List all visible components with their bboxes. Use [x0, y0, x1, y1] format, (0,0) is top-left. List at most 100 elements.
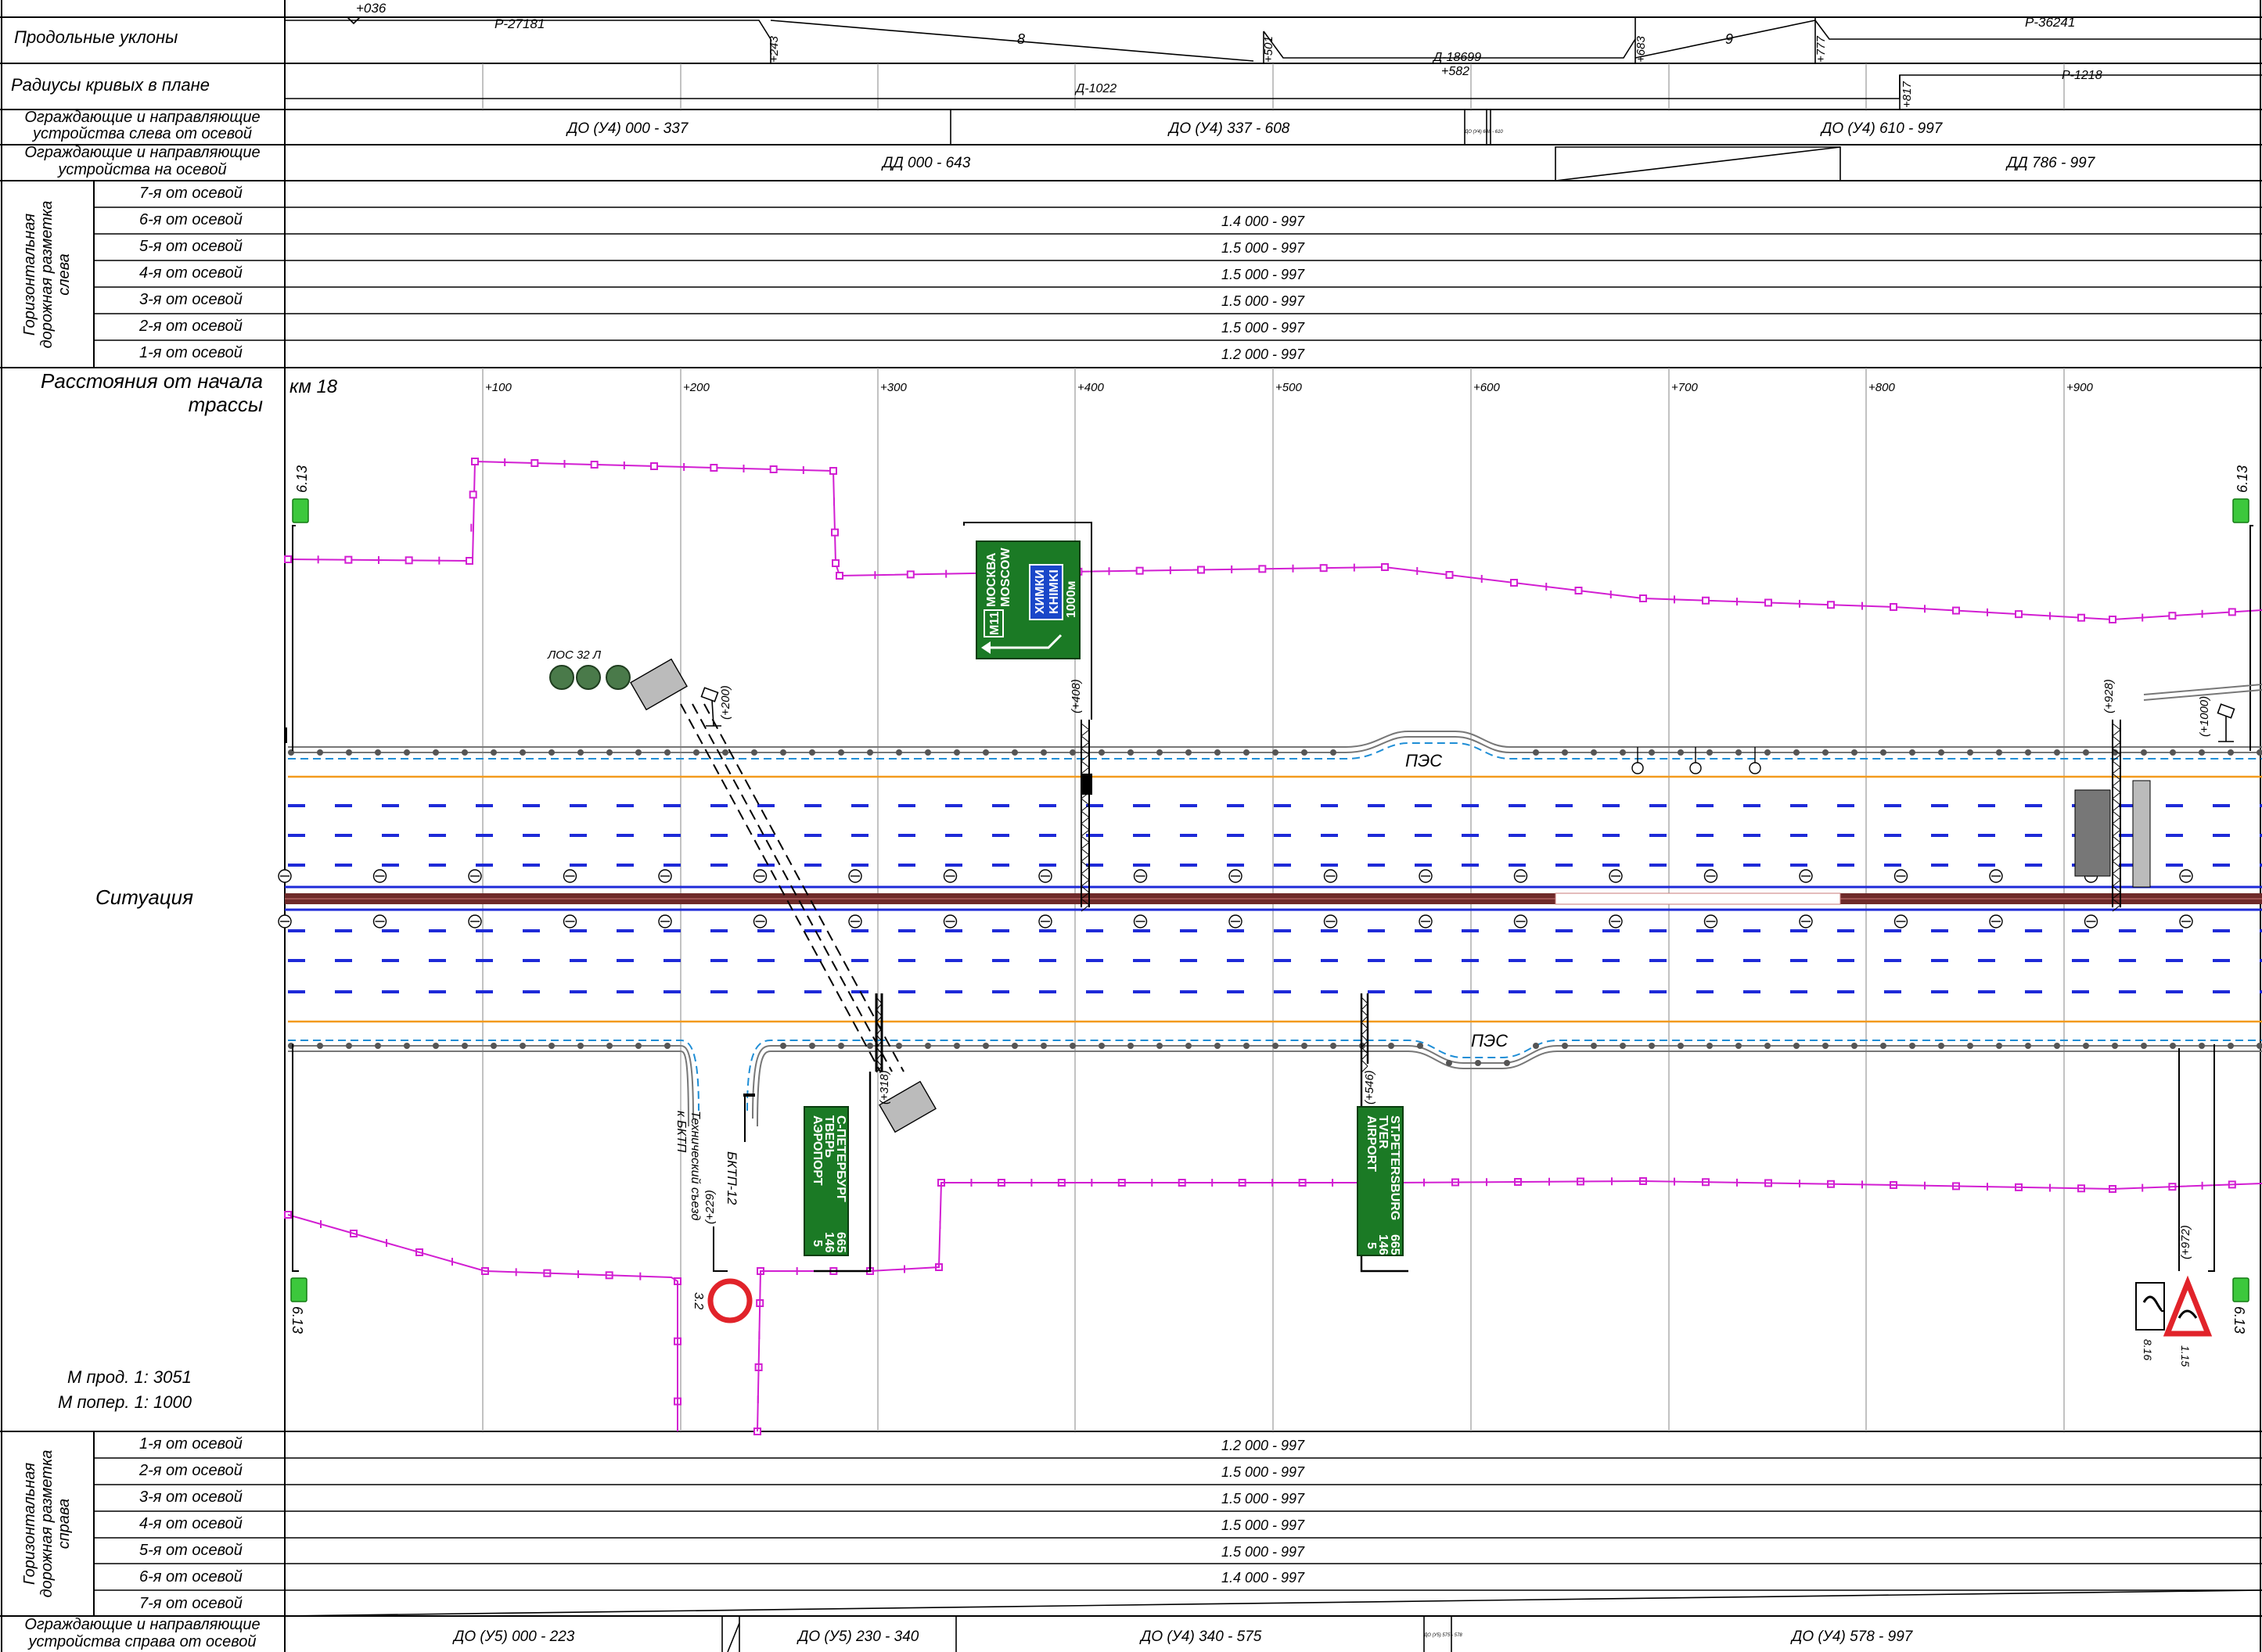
- truss-strut: [1081, 785, 1090, 793]
- marking-right-2: 1.5 000 - 997: [1221, 1464, 1305, 1480]
- fence-node: [1197, 566, 1205, 574]
- lane-dash: [1039, 834, 1056, 837]
- lane-dash: [382, 804, 399, 807]
- barrier-post: [2228, 1043, 2234, 1049]
- fence-node: [1258, 565, 1267, 573]
- lane-dash: [757, 929, 775, 932]
- lane-right-6: 6-я от осевой: [139, 1568, 243, 1586]
- lane-dash: [1415, 834, 1432, 837]
- barrier-post: [1272, 1043, 1278, 1049]
- truss-strut: [2112, 729, 2121, 737]
- truss-strut: [2112, 817, 2121, 824]
- lane-dash: [1039, 864, 1056, 867]
- fence-node: [1764, 598, 1772, 607]
- truss-strut: [2112, 879, 2121, 887]
- lane-dash: [1884, 929, 1901, 932]
- truss-strut: [2112, 785, 2121, 793]
- lane-dash: [288, 834, 305, 837]
- sign-south-ru-d1: 5: [811, 1240, 824, 1247]
- truss-strut: [2112, 842, 2121, 849]
- lane-dash: [945, 990, 962, 993]
- barrier-post: [404, 749, 410, 756]
- barrier-post: [1243, 1043, 1250, 1049]
- lane-dash: [663, 834, 681, 837]
- lane-dash: [757, 834, 775, 837]
- barrier-post: [606, 749, 613, 756]
- lane-dash: [851, 834, 868, 837]
- lane-dash: [382, 929, 399, 932]
- sign-north-route: M11: [988, 612, 1002, 635]
- lane-dash: [429, 959, 446, 962]
- barrier-post: [1678, 1043, 1684, 1049]
- lane-dash: [2213, 929, 2230, 932]
- barrier-post: [2141, 1043, 2147, 1049]
- lane-dash: [1602, 929, 1620, 932]
- lane-dash: [663, 929, 681, 932]
- truss-strut: [1081, 773, 1090, 781]
- lane-right-5: 5-я от осевой: [139, 1542, 243, 1559]
- barrier-post: [1909, 749, 1915, 756]
- lane-dash: [710, 990, 728, 993]
- lane-dash: [1837, 990, 1854, 993]
- truss-strut: [1361, 1015, 1368, 1023]
- lane-dash: [2213, 804, 2230, 807]
- barrier-post: [1938, 749, 1944, 756]
- slope-mark-1: +243: [768, 36, 781, 63]
- barrier-post: [375, 1043, 381, 1049]
- marking-left-3: 1.5 000 - 997: [1221, 240, 1305, 256]
- lane-dash: [804, 864, 822, 867]
- lane-right-3: 3-я от осевой: [139, 1489, 243, 1506]
- truss-strut: [1361, 1022, 1368, 1029]
- truss-strut: [1081, 810, 1090, 818]
- lane-dash: [1415, 990, 1432, 993]
- marking-right-1: 1.2 000 - 997: [1221, 1438, 1305, 1453]
- barrier-post: [1041, 1043, 1047, 1049]
- barrier-post: [1620, 749, 1626, 756]
- barrier-post: [1822, 749, 1829, 756]
- barrier-post: [1185, 1043, 1192, 1049]
- truss-strut: [1081, 748, 1090, 756]
- lane-dash: [1555, 929, 1573, 932]
- truss-strut: [1361, 1034, 1368, 1042]
- lane-dash: [1790, 834, 1807, 837]
- truss-strut: [2112, 829, 2121, 837]
- fence-node: [466, 557, 473, 565]
- lane-dash: [476, 864, 493, 867]
- barrier-post: [404, 1043, 410, 1049]
- row-label-guard-right-2: устройства справа от осевой: [28, 1633, 257, 1650]
- barrier-post: [520, 1043, 526, 1049]
- lane-dash: [2260, 990, 2262, 993]
- lane-dash: [992, 864, 1009, 867]
- lane-dash: [288, 929, 305, 932]
- lane-dash: [429, 804, 446, 807]
- lane-dash: [382, 864, 399, 867]
- lane-dash: [523, 990, 540, 993]
- lane-dash: [1227, 834, 1244, 837]
- row-label-guard-left-1: Ограждающие и направляющие: [24, 109, 261, 126]
- barrier-post: [1330, 1043, 1336, 1049]
- lane-dash: [570, 959, 587, 962]
- lane-dash: [1509, 864, 1526, 867]
- barrier-post: [867, 749, 873, 756]
- barrier-post: [1591, 749, 1597, 756]
- lane-dash: [1602, 990, 1620, 993]
- truss-strut: [1081, 885, 1090, 893]
- lane-dash: [1321, 990, 1338, 993]
- barrier-post: [1070, 1043, 1076, 1049]
- truss-strut: [1081, 867, 1090, 874]
- lane-dash: [2072, 929, 2089, 932]
- truss-strut: [2112, 885, 2121, 893]
- barrier-post: [1735, 749, 1742, 756]
- barrier-post: [2257, 1043, 2262, 1049]
- barrier-post: [1649, 1043, 1655, 1049]
- marking-right-title-3: справа: [56, 1498, 73, 1550]
- lane-dash: [1696, 864, 1714, 867]
- lane-dash: [617, 929, 634, 932]
- barrier-post: [722, 749, 728, 756]
- slope-seg-5: Р-36241: [2025, 15, 2075, 30]
- chain-label-408: (+408): [1070, 679, 1083, 713]
- lane-dash: [1274, 990, 1291, 993]
- truss-strut: [1081, 817, 1090, 824]
- chainage-tick-600: +600: [1473, 381, 1500, 394]
- sign-south-ru-line1: АЭРОПОРТ: [811, 1115, 824, 1186]
